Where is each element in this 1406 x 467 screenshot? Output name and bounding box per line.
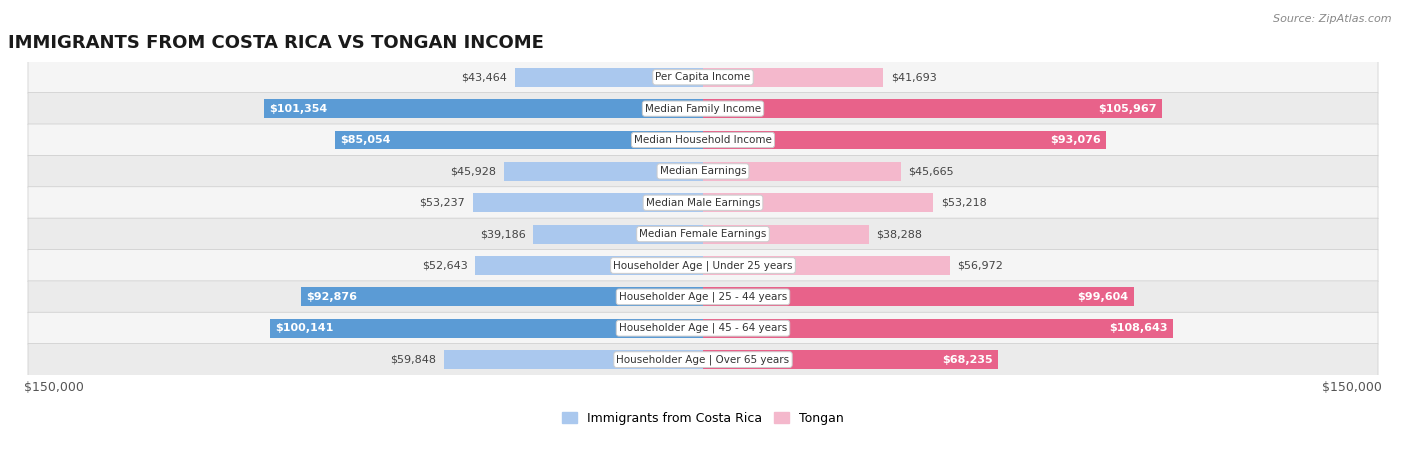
Legend: Immigrants from Costa Rica, Tongan: Immigrants from Costa Rica, Tongan xyxy=(557,407,849,430)
Text: Householder Age | Over 65 years: Householder Age | Over 65 years xyxy=(616,354,790,365)
Bar xyxy=(703,162,901,181)
Bar xyxy=(703,350,998,369)
Text: Median Female Earnings: Median Female Earnings xyxy=(640,229,766,239)
Text: $43,464: $43,464 xyxy=(461,72,508,82)
FancyBboxPatch shape xyxy=(28,156,1378,187)
Text: Householder Age | 45 - 64 years: Householder Age | 45 - 64 years xyxy=(619,323,787,333)
Bar xyxy=(264,99,703,118)
Text: $108,643: $108,643 xyxy=(1109,323,1168,333)
Bar xyxy=(703,68,883,87)
Text: $59,848: $59,848 xyxy=(391,354,436,365)
FancyBboxPatch shape xyxy=(28,124,1378,156)
Text: $41,693: $41,693 xyxy=(891,72,936,82)
Text: $100,141: $100,141 xyxy=(276,323,333,333)
Bar xyxy=(703,225,869,243)
Text: Median Family Income: Median Family Income xyxy=(645,104,761,113)
Bar xyxy=(505,162,703,181)
Text: $85,054: $85,054 xyxy=(340,135,391,145)
Text: $68,235: $68,235 xyxy=(942,354,993,365)
Bar xyxy=(703,319,1173,338)
Text: $45,928: $45,928 xyxy=(450,166,496,177)
Text: $92,876: $92,876 xyxy=(307,292,357,302)
Bar xyxy=(703,99,1161,118)
Text: Median Earnings: Median Earnings xyxy=(659,166,747,177)
Bar xyxy=(703,256,949,275)
Text: IMMIGRANTS FROM COSTA RICA VS TONGAN INCOME: IMMIGRANTS FROM COSTA RICA VS TONGAN INC… xyxy=(8,34,544,52)
Text: $39,186: $39,186 xyxy=(479,229,526,239)
Text: Householder Age | 25 - 44 years: Householder Age | 25 - 44 years xyxy=(619,291,787,302)
Text: $56,972: $56,972 xyxy=(957,261,1004,270)
FancyBboxPatch shape xyxy=(28,249,1378,282)
Bar xyxy=(270,319,703,338)
Text: Median Male Earnings: Median Male Earnings xyxy=(645,198,761,208)
FancyBboxPatch shape xyxy=(28,281,1378,313)
Text: Householder Age | Under 25 years: Householder Age | Under 25 years xyxy=(613,260,793,271)
Text: $101,354: $101,354 xyxy=(270,104,328,113)
Text: $53,218: $53,218 xyxy=(941,198,987,208)
FancyBboxPatch shape xyxy=(28,218,1378,250)
Text: Source: ZipAtlas.com: Source: ZipAtlas.com xyxy=(1274,14,1392,24)
Text: $45,665: $45,665 xyxy=(908,166,955,177)
Bar xyxy=(703,193,934,212)
Text: $53,237: $53,237 xyxy=(419,198,465,208)
Text: $52,643: $52,643 xyxy=(422,261,467,270)
Text: Median Household Income: Median Household Income xyxy=(634,135,772,145)
Text: $93,076: $93,076 xyxy=(1050,135,1101,145)
FancyBboxPatch shape xyxy=(28,344,1378,375)
Bar xyxy=(533,225,703,243)
Bar xyxy=(703,131,1105,149)
Bar xyxy=(515,68,703,87)
FancyBboxPatch shape xyxy=(28,92,1378,125)
Text: Per Capita Income: Per Capita Income xyxy=(655,72,751,82)
Bar xyxy=(301,288,703,306)
FancyBboxPatch shape xyxy=(28,61,1378,93)
Bar xyxy=(475,256,703,275)
FancyBboxPatch shape xyxy=(28,312,1378,344)
Text: $105,967: $105,967 xyxy=(1098,104,1156,113)
FancyBboxPatch shape xyxy=(28,187,1378,219)
Bar xyxy=(472,193,703,212)
Bar xyxy=(335,131,703,149)
Text: $99,604: $99,604 xyxy=(1077,292,1129,302)
Text: $38,288: $38,288 xyxy=(876,229,922,239)
Bar xyxy=(444,350,703,369)
Bar xyxy=(703,288,1135,306)
